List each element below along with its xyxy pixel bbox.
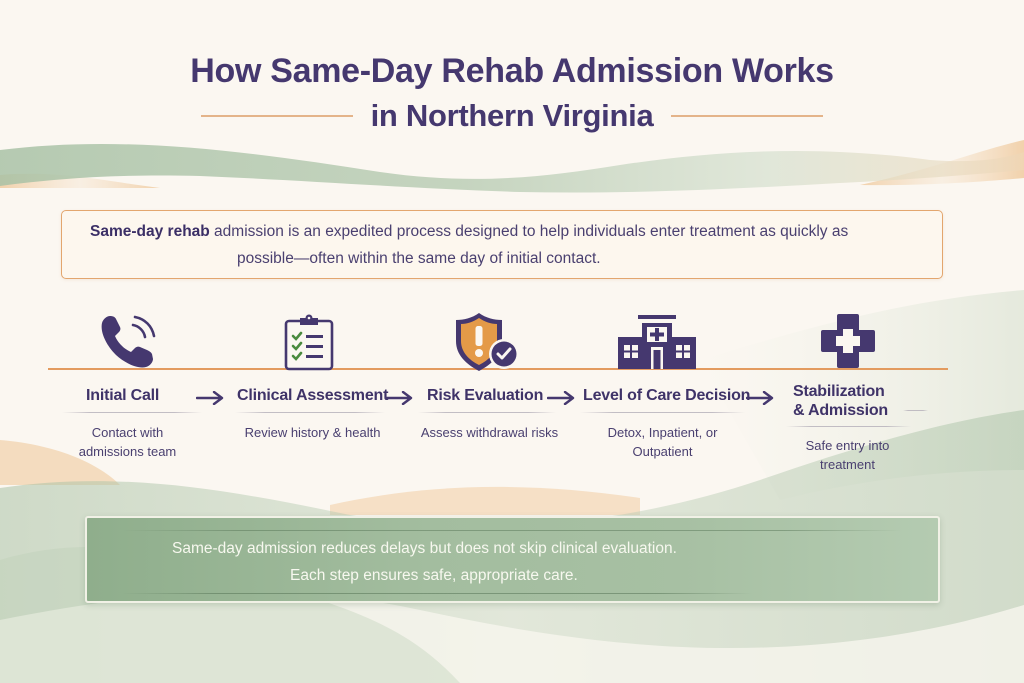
intro-bold-term: Same-day rehab [90, 223, 210, 240]
step-description: Detox, Inpatient, or Outpatient [607, 425, 718, 459]
step-underline [786, 426, 911, 427]
title-divider-left [200, 115, 353, 117]
step-underline [418, 412, 556, 413]
note-line-2: Each step ensures safe, appropriate care… [290, 567, 578, 584]
step-underline [235, 412, 385, 413]
hospital-icon [618, 315, 696, 369]
note-rule-top [122, 530, 902, 531]
intro-line-1: Same-day rehab admission is an expedited… [90, 223, 848, 241]
note-line-1: Same-day admission reduces delays but do… [172, 540, 677, 557]
step-underline [580, 412, 745, 413]
step-name: Stabilization & Admission [793, 383, 888, 419]
medical-cross-icon [821, 314, 875, 368]
step-description: Safe entry into treatment [805, 438, 890, 472]
title-line-1: How Same-Day Rehab Admission Works [190, 52, 834, 90]
clipboard-checklist-icon [284, 314, 334, 371]
step-name: Level of Care Decision [583, 387, 751, 404]
arrow-right-icon [196, 391, 224, 405]
intro-box: Same-day rehab admission is an expedited… [61, 210, 943, 279]
step-description: Review history & health [244, 425, 381, 440]
step-underline [62, 412, 202, 413]
title-divider-right [671, 115, 824, 117]
step-underline-side [903, 410, 928, 411]
step-name: Clinical Assessment [237, 387, 389, 404]
intro-line-2: possible—often within the same day of in… [237, 250, 601, 267]
page-title: How Same-Day Rehab Admission Works in No… [0, 50, 1024, 136]
step-description: Contact with admissions team [78, 425, 177, 459]
step-name: Initial Call [86, 387, 160, 404]
arrow-right-icon [385, 391, 413, 405]
phone-icon [101, 315, 156, 368]
arrow-right-icon [746, 391, 774, 405]
arrow-right-icon [547, 391, 575, 405]
shield-alert-check-icon [456, 313, 519, 371]
intro-line-1-text: admission is an expedited process design… [209, 223, 849, 240]
title-line-2: in Northern Virginia [370, 98, 654, 133]
note-rule-bottom [122, 593, 752, 594]
step-name: Risk Evaluation [427, 387, 544, 404]
summary-note-box: Same-day admission reduces delays but do… [85, 516, 940, 603]
step-description: Assess withdrawal risks [420, 425, 559, 440]
timeline-line [48, 368, 948, 370]
